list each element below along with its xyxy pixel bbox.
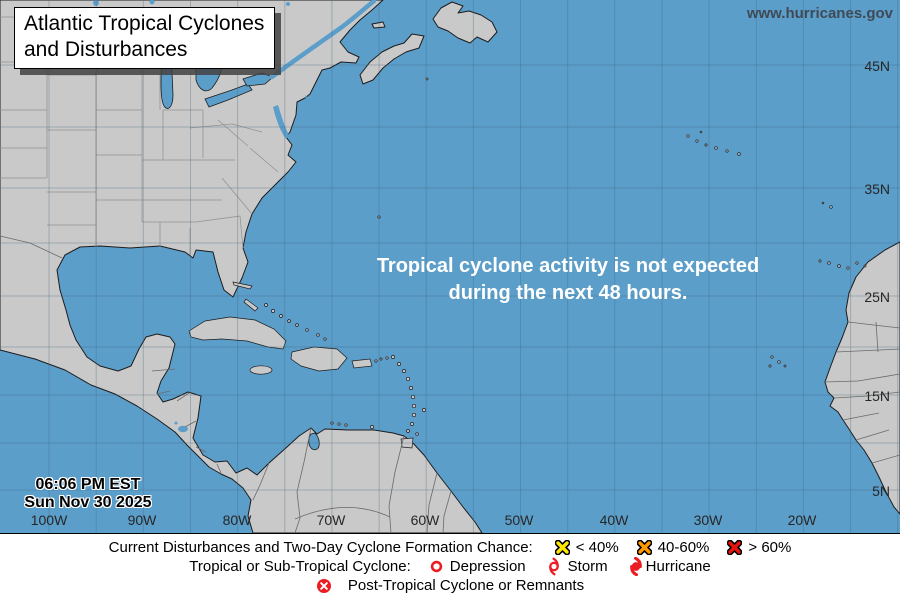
lon-label-60w: 60W <box>410 512 440 528</box>
legend-item-hurricane: Hurricane <box>628 557 711 576</box>
website-text: www.hurricanes.gov <box>746 5 893 22</box>
x-orange-icon <box>636 540 652 555</box>
legend-row-post-tropical: Post-Tropical Cyclone or Remnants <box>0 576 900 595</box>
x-yellow-icon <box>554 540 570 555</box>
andros <box>243 298 259 312</box>
lon-label-100w: 100W <box>30 512 68 528</box>
atlantic-islands <box>377 77 867 368</box>
nova-scotia <box>359 33 425 85</box>
storm-label: Storm <box>567 558 608 575</box>
lon-label-30w: 30W <box>693 512 723 528</box>
lon-label-90w: 90W <box>127 512 157 528</box>
lon-label-40w: 40W <box>599 512 629 528</box>
lat-lon-grid <box>0 0 900 533</box>
newfoundland <box>432 1 498 44</box>
legend-item-depression: Depression <box>429 558 526 575</box>
cuba <box>188 316 287 350</box>
timestamp-date: Sun Nov 30 2025 <box>24 494 152 511</box>
puerto-rico <box>351 358 373 369</box>
chesapeake-bay <box>273 95 311 139</box>
legend-item-chance-high: > 60% <box>727 539 791 556</box>
bahamas <box>232 281 253 290</box>
legend-row-cyclone-types: Tropical or Sub-Tropical Cyclone: Depres… <box>0 557 900 576</box>
post-tropical-icon <box>316 578 331 593</box>
lon-label-80w: 80W <box>222 512 252 528</box>
cyclone-type-label: Tropical or Sub-Tropical Cyclone: <box>189 558 411 575</box>
tobago <box>415 432 419 436</box>
outlook-message: Tropical cyclone activity is not expecte… <box>236 253 900 307</box>
lon-label-50w: 50W <box>504 512 534 528</box>
legend-item-post-tropical: Post-Tropical Cyclone or Remnants <box>316 577 584 594</box>
bermuda <box>377 215 381 219</box>
country-borders <box>0 235 900 533</box>
lat-label-25n: 25N <box>864 289 890 305</box>
madeira <box>829 205 833 209</box>
lat-label-35n: 35N <box>864 181 890 197</box>
map-title-line2: and Disturbances <box>24 38 188 61</box>
x-red-icon <box>727 540 743 555</box>
issuance-timestamp: 06:06 PM EST Sun Nov 30 2025 <box>18 476 158 512</box>
chance-low-label: < 40% <box>575 539 619 556</box>
jamaica <box>249 365 273 375</box>
formation-chance-label: Current Disturbances and Two-Day Cyclone… <box>108 539 533 556</box>
outlook-message-line2: during the next 48 hours. <box>448 282 688 304</box>
timestamp-time: 06:06 PM EST <box>35 476 141 493</box>
chance-med-label: 40-60% <box>657 539 710 556</box>
hispaniola <box>290 346 348 372</box>
legend-item-chance-med: 40-60% <box>636 539 710 556</box>
lat-label-15n: 15N <box>864 388 890 404</box>
legend: Current Disturbances and Two-Day Cyclone… <box>0 533 900 601</box>
depression-icon <box>430 560 442 573</box>
chance-high-label: > 60% <box>748 539 792 556</box>
central-american-lakes <box>174 421 320 451</box>
post-tropical-label: Post-Tropical Cyclone or Remnants <box>347 577 585 594</box>
map-title: Atlantic Tropical Cyclones and Disturban… <box>14 7 276 69</box>
lat-label-45n: 45N <box>864 58 890 74</box>
lon-label-20w: 20W <box>787 512 817 528</box>
legend-row-formation-chance: Current Disturbances and Two-Day Cyclone… <box>0 538 900 557</box>
legend-item-storm: Storm <box>546 557 608 576</box>
depression-label: Depression <box>449 558 526 575</box>
atlantic-basin-map <box>0 0 900 533</box>
hurricane-label: Hurricane <box>645 558 711 575</box>
storm-icon <box>548 557 559 576</box>
hurricane-icon <box>629 557 642 576</box>
legend-item-chance-low: < 40% <box>554 539 619 556</box>
lat-label-5n: 5N <box>872 483 890 499</box>
lon-label-70w: 70W <box>316 512 346 528</box>
barbados <box>422 408 426 412</box>
lake-maracaibo <box>308 432 320 451</box>
prince-edward-island <box>371 21 386 29</box>
outlook-message-line1: Tropical cyclone activity is not expecte… <box>376 255 760 277</box>
map-title-line1: Atlantic Tropical Cyclones <box>24 12 265 35</box>
